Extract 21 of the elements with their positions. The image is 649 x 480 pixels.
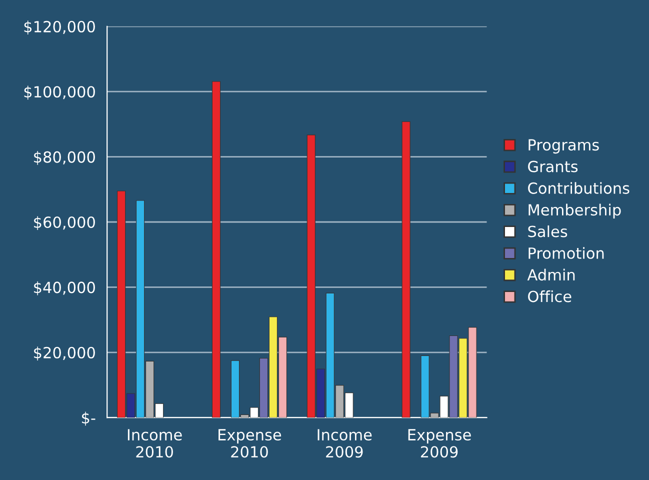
x-tick-label: Income 2010 bbox=[128, 429, 182, 458]
legend-label: Office bbox=[528, 290, 572, 302]
y-tick-label: $20,000 bbox=[34, 346, 95, 360]
y-tick-label: $120,000 bbox=[24, 20, 95, 34]
legend-label: Contributions bbox=[528, 182, 630, 194]
legend-label: Admin bbox=[527, 268, 575, 281]
legend-label: Promotion bbox=[528, 247, 604, 259]
y-tick-label: $40,000 bbox=[34, 281, 95, 296]
x-tick-label: Income 2009 bbox=[318, 429, 372, 458]
y-tick-label: $100,000 bbox=[24, 86, 95, 100]
bar bbox=[402, 121, 410, 418]
legend-label: Programs bbox=[528, 139, 599, 154]
y-tick-label: $- bbox=[82, 412, 96, 426]
x-tick-label: Expense 2009 bbox=[408, 429, 471, 458]
y-tick-label: $80,000 bbox=[34, 150, 95, 165]
y-tick-label: $60,000 bbox=[34, 216, 95, 230]
x-tick-label: Expense 2010 bbox=[218, 429, 282, 458]
legend-label: Grants bbox=[528, 160, 578, 172]
legend-label: Membership bbox=[528, 204, 621, 219]
legend-label: Sales bbox=[528, 225, 568, 238]
bar bbox=[212, 81, 221, 418]
